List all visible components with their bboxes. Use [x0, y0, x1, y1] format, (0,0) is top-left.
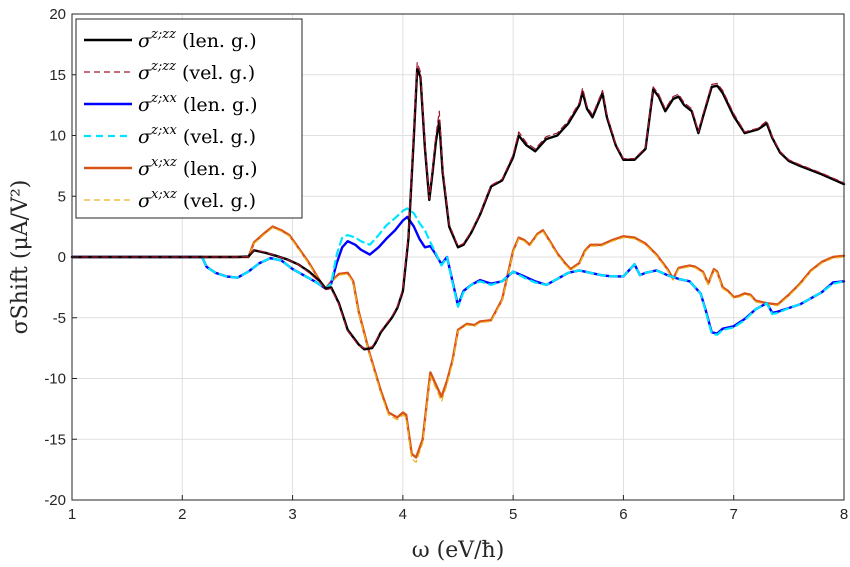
y-tick-label: 10 — [49, 128, 66, 145]
series-line-3 — [70, 207, 846, 336]
legend-box — [75, 18, 303, 219]
y-tick-label: 20 — [49, 6, 66, 23]
x-tick-label: 4 — [399, 506, 407, 523]
tick-labels: 1 2 3 4 5 6 7 8 -20 -15 -10 -5 0 5 10 15 20 — [44, 6, 848, 523]
y-tick-label: 15 — [49, 67, 66, 84]
series-line-5 — [71, 227, 845, 463]
x-tick-label: 1 — [68, 506, 76, 523]
legend: σz;zz (len. g.) σz;zz (vel. g.) σz;xx (len… — [75, 18, 303, 219]
x-tick-label: 7 — [730, 506, 738, 523]
y-tick-label: -10 — [44, 371, 66, 388]
x-tick-label: 5 — [509, 506, 517, 523]
legend-label-2: σz;xx (len. g.) — [138, 91, 258, 116]
series-line-4 — [70, 225, 846, 459]
x-tick-label: 2 — [178, 506, 186, 523]
y-tick-label: 5 — [58, 188, 66, 205]
x-axis-label: ω (eV/ħ) — [412, 538, 505, 563]
legend-label-4: σx;xz (len. g.) — [138, 155, 258, 180]
x-tick-label: 3 — [288, 506, 296, 523]
x-tick-label: 8 — [840, 506, 848, 523]
y-tick-label: -15 — [44, 431, 66, 448]
grid-lines — [72, 14, 844, 500]
series-line-1 — [71, 62, 845, 349]
legend-label-5: σx;xz (vel. g.) — [138, 187, 256, 212]
y-tick-label: 0 — [58, 249, 66, 266]
series-lines — [70, 62, 846, 463]
x-tick-label: 6 — [619, 506, 627, 523]
y-tick-label: -5 — [53, 310, 66, 327]
y-axis-label: σShift (μA/V²) — [8, 180, 33, 335]
legend-label-1: σz;zz (vel. g.) — [138, 59, 255, 84]
y-tick-label: -20 — [44, 492, 66, 509]
legend-label-0: σz;zz (len. g.) — [138, 27, 257, 52]
legend-label-3: σz;xx (vel. g.) — [138, 123, 256, 148]
